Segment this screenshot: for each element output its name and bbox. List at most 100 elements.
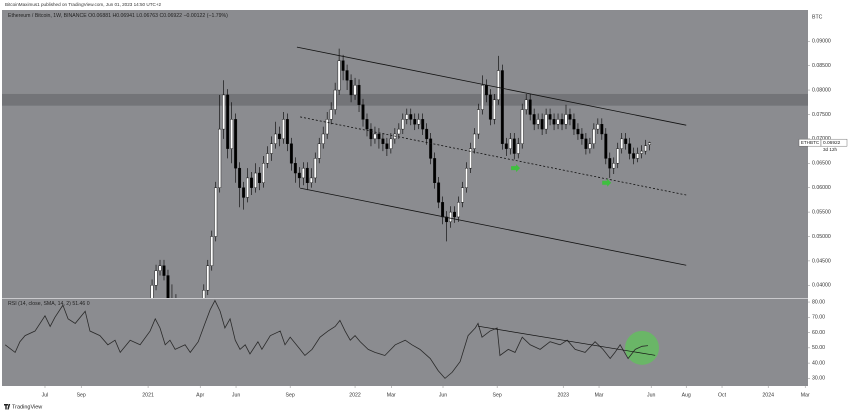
candle-body [616, 148, 620, 164]
candle-body [218, 128, 222, 188]
candle-body [628, 143, 632, 154]
candle-body [532, 114, 536, 125]
candle-body [413, 119, 417, 125]
rsi-y-tick-label: 30.00 [812, 376, 825, 382]
main-pane [2, 10, 808, 298]
candle-body [277, 133, 281, 140]
candle-body [234, 119, 238, 169]
x-tick-label: 2021 [142, 392, 154, 398]
candle-body [500, 70, 504, 144]
candle-body [262, 163, 265, 184]
rsi-y-tick-label: 80.00 [812, 299, 825, 305]
footer-logo: TradingView [3, 404, 42, 410]
x-tick-label: Apr [196, 392, 204, 398]
candle-body [381, 138, 385, 144]
y-tick-label: 0.09000 [812, 39, 831, 45]
candle-body [512, 138, 516, 154]
resistance-zone [2, 93, 808, 106]
candle-body [632, 153, 636, 159]
candle-body [250, 177, 253, 188]
candle-body [405, 114, 409, 120]
candle-body [552, 119, 556, 125]
candle-body [401, 119, 405, 130]
candle-body [457, 202, 460, 218]
main-legend: Ethereum / Bitcoin, 1W, BINANCE O0.06881… [8, 13, 228, 19]
candle-body [584, 138, 588, 149]
candle-body [202, 289, 206, 298]
candle-body [540, 119, 544, 130]
x-tick-label: Jun [647, 392, 655, 398]
candle-body [321, 133, 325, 144]
candle-body [357, 84, 361, 105]
x-tick-label: Oct [718, 392, 727, 398]
rsi-extra: 0 [87, 301, 90, 307]
countdown: 3d 12h [823, 147, 837, 152]
y-tick-label: 0.04500 [812, 258, 831, 264]
legend-change: −0.00122 (−1.79%) [183, 13, 228, 19]
x-tick-label: 2024 [762, 392, 774, 398]
candle-body [624, 138, 628, 144]
candle-body [425, 128, 429, 140]
legend-h-label: H [112, 13, 116, 19]
legend-o-label: O [88, 13, 92, 19]
y-tick-label: 0.07500 [812, 112, 831, 118]
candle-body [528, 99, 532, 115]
x-tick-label: Jun [439, 392, 447, 398]
candle-body [162, 265, 166, 276]
candle-body [544, 114, 548, 130]
candle-body [150, 285, 154, 298]
candle-body [536, 119, 540, 125]
x-tick-label: Mar [801, 392, 810, 398]
candle-body [461, 187, 464, 203]
candle-body [214, 187, 218, 237]
candle-body [258, 172, 261, 184]
candle-body [604, 133, 608, 159]
candle-body [433, 158, 437, 183]
candle-body [385, 143, 389, 149]
y-tick-label: 0.05000 [812, 234, 831, 240]
candle-body [556, 119, 560, 125]
y-tick-label: 0.08500 [812, 63, 831, 69]
candle-body [592, 128, 596, 144]
trendline [300, 116, 687, 196]
candle-body [361, 104, 365, 120]
candle-body [313, 158, 317, 179]
candle-body [568, 114, 572, 120]
candle-body [473, 133, 476, 149]
candle-body [333, 89, 337, 110]
y-tick-label: 0.08000 [812, 87, 831, 93]
candle-body [588, 143, 592, 149]
candle-body [238, 167, 242, 188]
candle-body [345, 70, 349, 81]
x-tick-label: 2022 [349, 392, 361, 398]
candle-body [612, 163, 616, 169]
price-tag [820, 138, 848, 147]
candle-body [353, 84, 357, 96]
legend-c-label: C [160, 13, 164, 19]
candle-body [274, 133, 277, 144]
candle-body [449, 211, 453, 223]
logo-icon [3, 404, 11, 410]
candle-body [480, 84, 484, 110]
candle-body [270, 143, 273, 154]
legend-l-label: L [136, 13, 139, 19]
candle-body [222, 94, 226, 130]
main-plot [2, 46, 808, 298]
candle-body [437, 182, 441, 203]
rsi-y-tick-label: 40.00 [812, 360, 825, 366]
rsi-line [4, 299, 649, 379]
rsi-trendline [477, 325, 656, 356]
candle-body [341, 60, 345, 71]
y-tick-label: 0.06500 [812, 161, 831, 167]
x-tick-label: Sep [493, 392, 502, 398]
candle-body [242, 187, 246, 198]
candle-body [560, 119, 564, 125]
y-tick-label: 0.06000 [812, 185, 831, 191]
candle-body [301, 167, 305, 179]
axes: 0.04000 0.04500 0.05000 0.05500 0.06000 0.065… [42, 39, 848, 398]
candle-body [349, 80, 353, 96]
legend-o-value: 0.06881 [92, 13, 111, 19]
highlight-arrow [511, 164, 521, 173]
candle-body [580, 133, 584, 140]
